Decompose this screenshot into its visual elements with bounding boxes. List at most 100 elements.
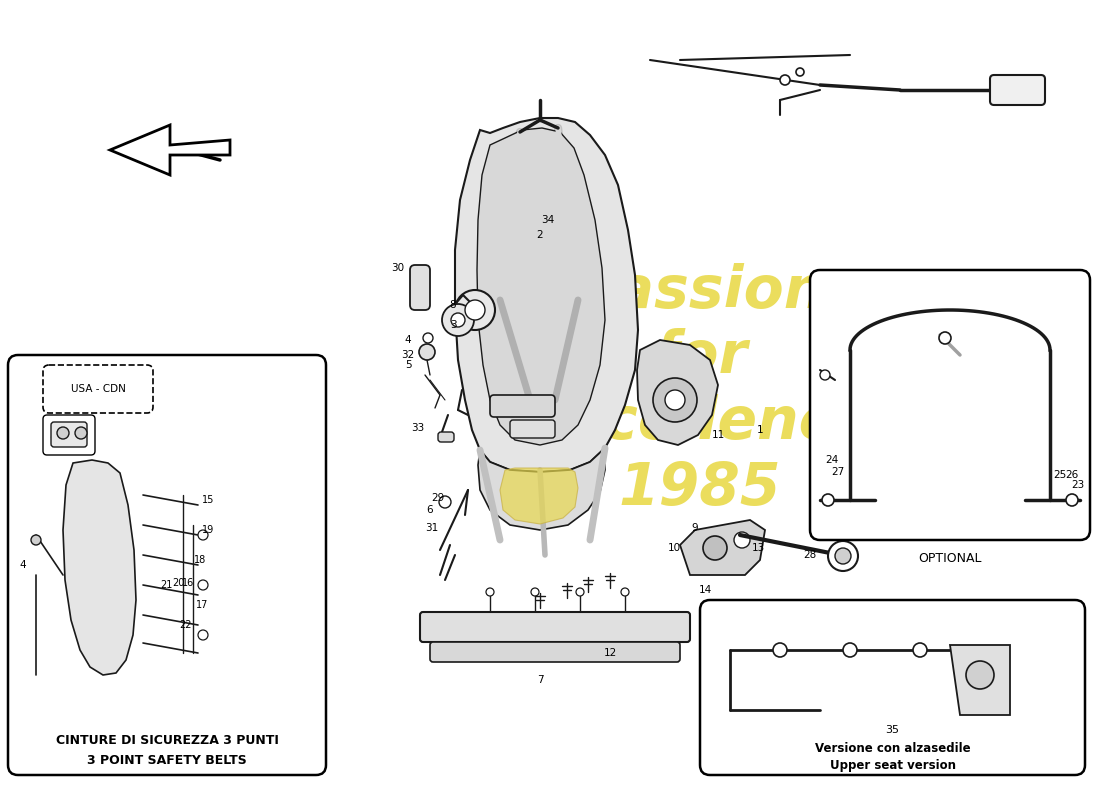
Circle shape [451, 313, 465, 327]
FancyBboxPatch shape [51, 422, 87, 447]
Circle shape [703, 536, 727, 560]
Circle shape [424, 333, 433, 343]
Text: 21: 21 [160, 580, 173, 590]
Polygon shape [110, 125, 230, 175]
Circle shape [198, 630, 208, 640]
Text: 13: 13 [751, 543, 764, 553]
Circle shape [796, 68, 804, 76]
Circle shape [75, 427, 87, 439]
Text: 14: 14 [698, 585, 712, 595]
Circle shape [1066, 494, 1078, 506]
Circle shape [431, 624, 439, 632]
Circle shape [913, 643, 927, 657]
Text: 15: 15 [201, 495, 214, 505]
FancyBboxPatch shape [990, 75, 1045, 105]
Circle shape [198, 580, 208, 590]
Text: 20: 20 [172, 578, 184, 588]
Text: 28: 28 [803, 550, 816, 560]
Circle shape [939, 332, 952, 344]
Circle shape [666, 390, 685, 410]
FancyBboxPatch shape [430, 642, 680, 662]
Text: 5: 5 [405, 360, 411, 370]
FancyBboxPatch shape [700, 600, 1085, 775]
Text: 1: 1 [757, 425, 763, 435]
Circle shape [531, 588, 539, 596]
Circle shape [57, 427, 69, 439]
Circle shape [822, 494, 834, 506]
Circle shape [576, 588, 584, 596]
Circle shape [486, 588, 494, 596]
Text: 25: 25 [1054, 470, 1067, 480]
Text: 6: 6 [427, 505, 433, 515]
Polygon shape [477, 128, 605, 445]
FancyBboxPatch shape [8, 355, 326, 775]
Text: 22: 22 [179, 620, 192, 630]
Text: 4: 4 [20, 560, 26, 570]
Text: 36: 36 [50, 430, 63, 440]
Circle shape [456, 624, 464, 632]
FancyBboxPatch shape [420, 612, 690, 642]
Circle shape [546, 624, 554, 632]
Text: 11: 11 [712, 430, 725, 440]
Text: Versione con alzasedile: Versione con alzasedile [815, 742, 970, 754]
Text: 16: 16 [182, 578, 194, 588]
Text: 34: 34 [541, 215, 554, 225]
Circle shape [486, 624, 494, 632]
Polygon shape [637, 340, 718, 445]
Text: 9: 9 [692, 523, 698, 533]
Circle shape [828, 541, 858, 571]
Text: CINTURE DI SICUREZZA 3 PUNTI: CINTURE DI SICUREZZA 3 PUNTI [56, 734, 278, 746]
Circle shape [31, 535, 41, 545]
Text: 35: 35 [886, 725, 900, 735]
Circle shape [606, 624, 614, 632]
Text: 7: 7 [537, 675, 543, 685]
Circle shape [835, 548, 851, 564]
Circle shape [419, 344, 435, 360]
Circle shape [780, 75, 790, 85]
Polygon shape [63, 460, 136, 675]
Polygon shape [455, 118, 638, 472]
Polygon shape [680, 520, 764, 575]
Text: 32: 32 [402, 350, 415, 360]
Text: OPTIONAL: OPTIONAL [918, 551, 981, 565]
FancyBboxPatch shape [510, 420, 556, 438]
Circle shape [843, 643, 857, 657]
Circle shape [198, 530, 208, 540]
Text: 23: 23 [1071, 480, 1085, 490]
Circle shape [820, 370, 830, 380]
Text: 26: 26 [1066, 470, 1079, 480]
Circle shape [773, 643, 786, 657]
FancyBboxPatch shape [43, 415, 95, 455]
Polygon shape [478, 448, 605, 530]
Text: 18: 18 [194, 555, 206, 565]
Text: 30: 30 [392, 263, 405, 273]
Text: 2: 2 [537, 230, 543, 240]
Text: 31: 31 [426, 523, 439, 533]
Circle shape [455, 290, 495, 330]
Circle shape [661, 624, 669, 632]
Text: 19: 19 [202, 525, 215, 535]
Text: Upper seat version: Upper seat version [829, 758, 956, 771]
Circle shape [653, 378, 697, 422]
Text: passion
for
excellence
1985: passion for excellence 1985 [527, 262, 873, 518]
Circle shape [516, 624, 524, 632]
FancyBboxPatch shape [810, 270, 1090, 540]
FancyBboxPatch shape [410, 265, 430, 310]
Polygon shape [950, 645, 1010, 715]
Text: 12: 12 [604, 648, 617, 658]
Text: 17: 17 [196, 600, 208, 610]
Circle shape [636, 624, 644, 632]
Circle shape [442, 304, 474, 336]
Circle shape [439, 496, 451, 508]
Text: USA - CDN: USA - CDN [70, 384, 125, 394]
Text: 33: 33 [411, 423, 425, 433]
FancyBboxPatch shape [43, 365, 153, 413]
Circle shape [576, 624, 584, 632]
Text: 24: 24 [825, 455, 838, 465]
Text: 27: 27 [832, 467, 845, 477]
Circle shape [621, 588, 629, 596]
Polygon shape [500, 468, 578, 524]
Circle shape [966, 661, 994, 689]
FancyBboxPatch shape [438, 432, 454, 442]
Text: 4: 4 [405, 335, 411, 345]
